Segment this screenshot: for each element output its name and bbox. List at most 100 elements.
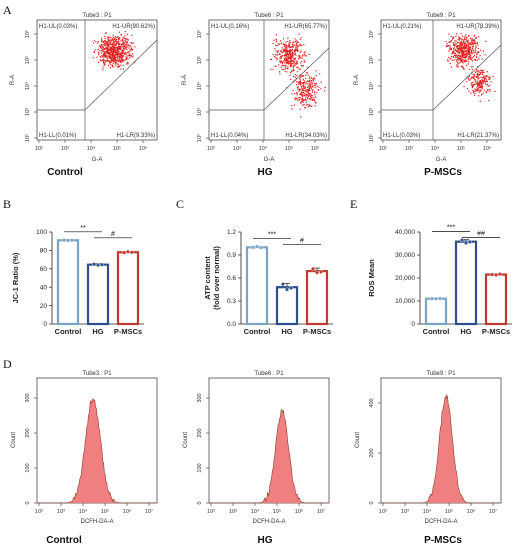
flow-event-dot <box>308 93 310 95</box>
flow-event-dot <box>103 48 105 50</box>
flow-event-dot <box>120 55 122 57</box>
flow-event-dot <box>291 108 293 110</box>
flow-event-dot <box>476 42 478 45</box>
flow-event-dot <box>311 95 313 97</box>
flow-event-dot <box>113 50 115 52</box>
flow-event-dot <box>314 84 316 86</box>
flow-event-dot <box>109 63 112 65</box>
flow-event-dot <box>117 63 119 65</box>
flow-event-dot <box>301 93 303 95</box>
flow-event-dot <box>463 61 466 63</box>
flow-event-dot <box>469 79 471 81</box>
flow-event-dot <box>461 44 463 46</box>
flow-event-dot <box>275 66 277 68</box>
flow-event-dot <box>304 86 306 88</box>
flow-event-dot <box>294 51 296 53</box>
flow-event-dot <box>287 53 289 55</box>
flow-event-dot <box>98 45 101 47</box>
flow-event-dot <box>301 85 304 87</box>
flow-event-dot <box>464 44 466 47</box>
flow-event-dot <box>132 42 134 44</box>
flow-event-dot <box>122 46 124 48</box>
flow-event-dot <box>299 77 301 80</box>
bar-data-point <box>433 296 438 301</box>
flow-event-dot <box>472 85 474 87</box>
flow-event-dot <box>466 36 468 39</box>
flow-event-dot <box>480 69 482 71</box>
flow-event-dot <box>113 66 115 68</box>
flow-event-dot <box>302 65 304 67</box>
flow-event-dot <box>467 40 469 42</box>
flow-event-dot <box>297 58 300 60</box>
flow-event-dot <box>105 47 108 49</box>
flow-event-dot <box>478 86 480 88</box>
flow-event-dot <box>113 52 115 54</box>
flow-event-dot <box>476 69 478 71</box>
bar-y-tick-label: 40 <box>40 284 48 291</box>
flow-event-dot <box>294 53 296 55</box>
flow-event-dot <box>469 51 471 53</box>
flow-event-dot <box>470 83 472 85</box>
flow-event-dot <box>471 77 473 79</box>
flow-event-dot <box>99 45 102 47</box>
hist-x-tick-label: 10³ <box>229 509 237 515</box>
flow-event-dot <box>105 32 107 34</box>
flow-event-dot <box>131 56 133 58</box>
flow-event-dot <box>477 77 479 79</box>
flow-event-dot <box>452 37 454 39</box>
panel-letter-d: D <box>3 357 12 371</box>
flow-event-dot <box>460 59 462 61</box>
flow-event-dot <box>488 78 490 80</box>
flow-event-dot <box>298 88 300 90</box>
flow-event-dot <box>472 43 474 45</box>
flow-event-dot <box>459 49 461 51</box>
flow-event-dot <box>108 46 110 48</box>
bar-data-point <box>318 269 323 274</box>
flow-event-dot <box>291 63 293 65</box>
flow-event-dot <box>299 82 301 84</box>
flow-quadrant-lr: H1-LR(9.33%) <box>117 133 155 139</box>
flow-event-dot <box>467 46 470 48</box>
flow-event-dot <box>297 67 299 69</box>
flow-event-dot <box>120 68 122 70</box>
flow-event-dot <box>304 107 306 109</box>
flow-event-dot <box>131 42 133 44</box>
flow-event-dot <box>447 60 449 62</box>
flow-event-dot <box>305 99 307 101</box>
flow-event-dot <box>127 52 129 54</box>
flow-event-dot <box>285 58 287 60</box>
flow-event-dot <box>116 51 118 53</box>
flow-event-dot <box>479 89 481 91</box>
flow-event-dot <box>130 45 132 47</box>
flow-event-dot <box>284 45 286 47</box>
flow-event-dot <box>309 80 311 83</box>
flow-event-dot <box>279 60 281 62</box>
flow-event-dot <box>291 60 293 62</box>
flow-event-dot <box>109 53 111 55</box>
flow-event-dot <box>481 86 483 88</box>
flow-event-dot <box>308 85 310 87</box>
flow-event-dot <box>309 98 311 100</box>
flow-event-dot <box>118 45 120 47</box>
flow-event-dot <box>298 90 300 92</box>
flow-event-dot <box>109 36 111 39</box>
flow-quadrant-ll: H1-LL(0.01%) <box>39 133 76 139</box>
flow-event-dot <box>116 54 119 56</box>
flow-event-dot <box>481 71 483 73</box>
flow-x-tick-label: 10⁵ <box>285 145 293 152</box>
flow-event-dot <box>114 47 117 49</box>
flow-event-dot <box>101 55 103 57</box>
flow-event-dot <box>274 48 276 50</box>
bar-data-point <box>460 238 465 243</box>
flow-event-dot <box>291 45 294 48</box>
flow-event-dot <box>280 50 282 52</box>
flow-event-dot <box>474 43 476 45</box>
flow-event-dot <box>445 41 447 43</box>
hist-y-tick-label: 300 <box>25 393 31 402</box>
flow-event-dot <box>297 45 299 47</box>
flow-event-dot <box>122 52 124 54</box>
flow-event-dot <box>310 81 312 84</box>
flow-event-dot <box>479 84 481 86</box>
